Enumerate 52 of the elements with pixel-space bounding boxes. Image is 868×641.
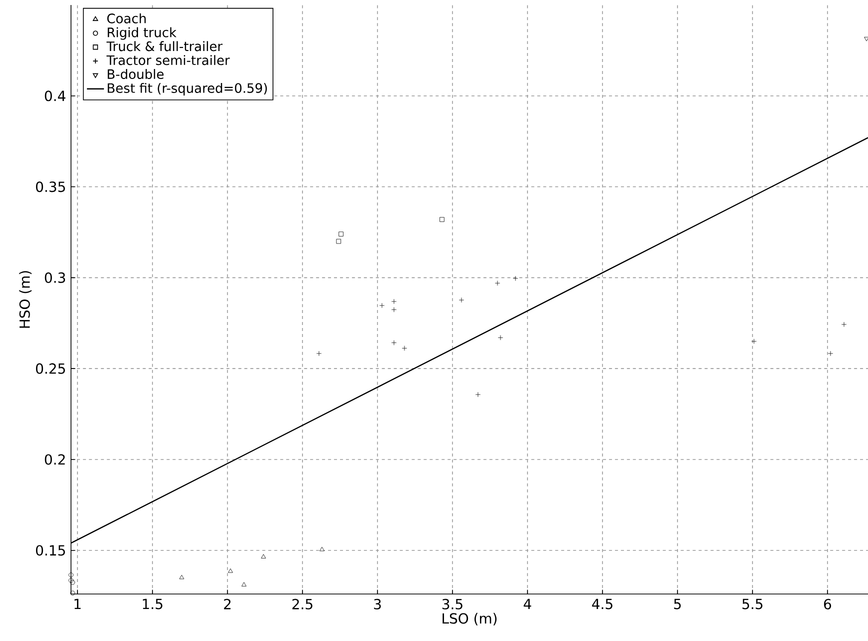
point xyxy=(458,297,464,303)
point xyxy=(391,307,397,312)
point xyxy=(316,350,322,356)
point xyxy=(68,572,74,578)
y-tick-label: 0.15 xyxy=(36,545,65,556)
point xyxy=(828,350,834,356)
point xyxy=(440,217,444,222)
point xyxy=(68,578,74,583)
point xyxy=(475,392,481,398)
x-axis-title: LSO (m) xyxy=(442,612,497,626)
x-tick-label: 5 xyxy=(674,598,681,610)
point xyxy=(70,580,76,585)
legend-label: Best fit (r-squared=0.59) xyxy=(108,82,267,96)
point xyxy=(864,36,868,42)
y-tick-label: 0.2 xyxy=(44,454,65,465)
point xyxy=(512,276,518,281)
point xyxy=(841,322,847,327)
point xyxy=(494,280,500,286)
legend-label: Truck & full-trailer xyxy=(106,41,223,52)
point xyxy=(336,238,342,244)
point xyxy=(179,574,184,580)
x-tick-label: 5.5 xyxy=(742,598,762,610)
point xyxy=(498,335,504,340)
x-tick-label: 1 xyxy=(74,598,81,610)
point xyxy=(751,338,757,344)
x-tick-label: 3 xyxy=(374,598,381,610)
legend-label: Coach xyxy=(107,13,146,24)
x-tick-label: 6 xyxy=(824,598,832,610)
y-tick-label: 0.3 xyxy=(44,272,66,283)
point xyxy=(391,340,397,346)
legend-label: Rigid truck xyxy=(108,27,176,40)
x-tick-label: 4.5 xyxy=(592,598,612,610)
point xyxy=(261,554,266,558)
x-tick-label: 2.5 xyxy=(292,598,312,610)
y-tick-label: 0.25 xyxy=(36,363,65,374)
point xyxy=(320,546,324,552)
point xyxy=(70,590,76,596)
point xyxy=(402,346,408,351)
x-tick-label: 1.5 xyxy=(142,598,162,610)
legend-label: Tractor semi-trailer xyxy=(106,55,230,66)
point xyxy=(391,298,397,304)
y-axis-title: HSO (m) xyxy=(19,271,32,328)
point xyxy=(338,232,344,236)
legend-label: B-double xyxy=(108,69,164,80)
point xyxy=(242,582,246,586)
x-tick-label: 3.5 xyxy=(442,598,462,610)
x-tick-label: 4 xyxy=(524,598,532,610)
point xyxy=(379,302,385,308)
y-tick-label: 0.4 xyxy=(44,90,66,102)
y-tick-label: 0.35 xyxy=(36,182,65,192)
point xyxy=(228,568,233,573)
x-tick-label: 2 xyxy=(224,598,231,610)
